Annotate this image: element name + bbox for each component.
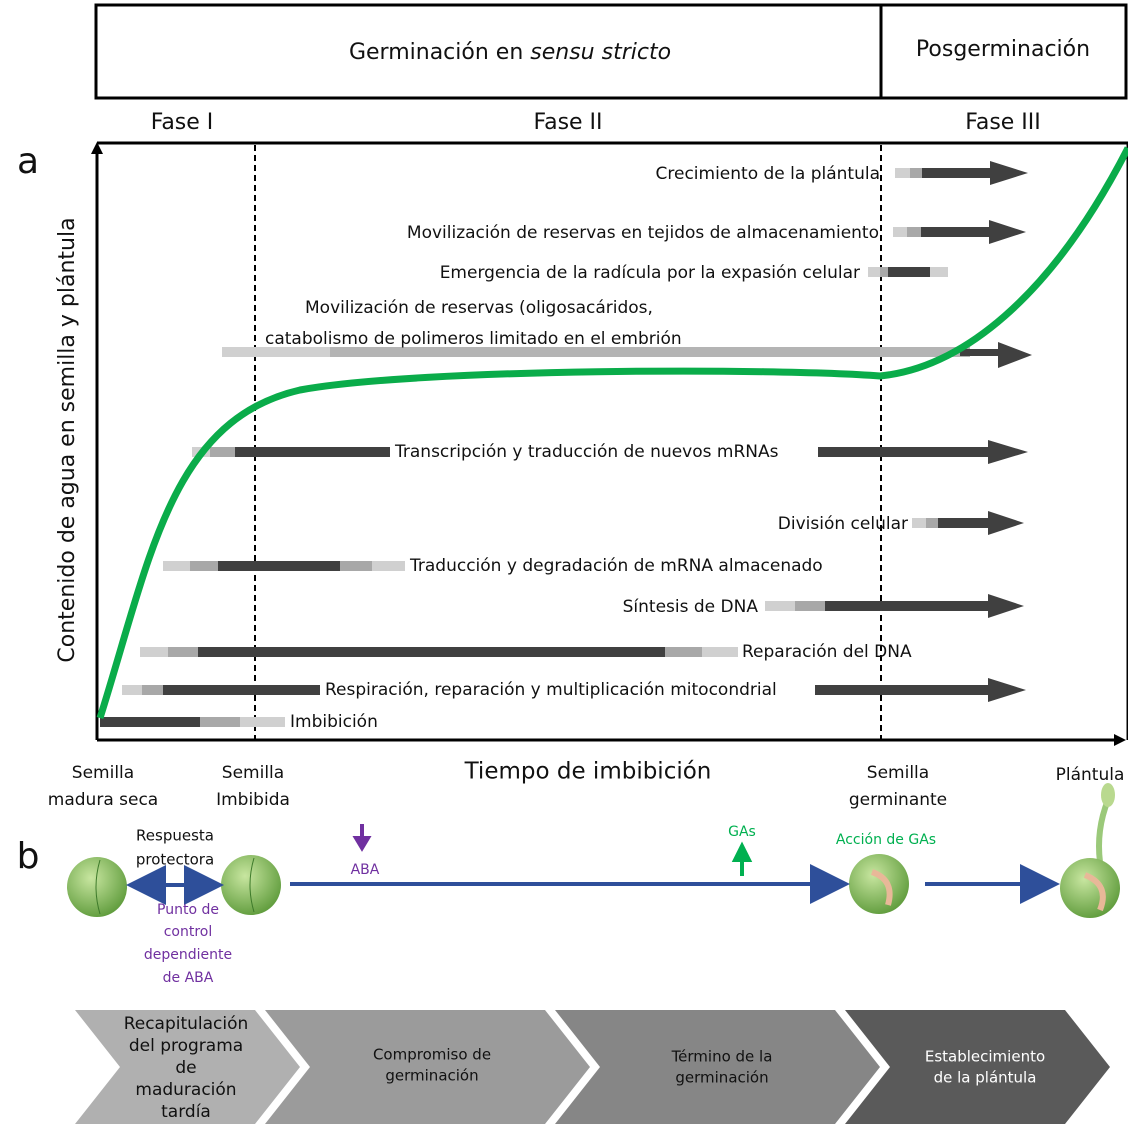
process-label: División celular xyxy=(778,514,908,534)
chevron-label: de xyxy=(175,1058,196,1078)
milestone: madura seca xyxy=(48,790,158,810)
chevron-label: del programa xyxy=(129,1036,243,1056)
chevron-label: Establecimiento xyxy=(925,1048,1045,1066)
x-axis-title: Tiempo de imbibición xyxy=(464,759,712,785)
process-label: Imbibición xyxy=(290,712,378,732)
checkpoint: Punto de control dependiente de ABA xyxy=(144,902,232,986)
stage-title: Germinación en sensu stricto xyxy=(349,40,671,65)
process-label: Movilización de reservas (oligosacáridos… xyxy=(305,298,653,318)
milestone: Semilla xyxy=(222,763,284,783)
annotation: protectora xyxy=(136,851,214,869)
chevron-label: tardía xyxy=(161,1102,211,1122)
chevron-label: Recapitulación xyxy=(124,1014,249,1034)
annotation: Acción de GAs xyxy=(836,832,936,848)
flow-arrows xyxy=(126,864,1060,905)
milestone: Semilla xyxy=(867,763,929,783)
annotation: Respuesta xyxy=(136,827,214,845)
milestones: Semilla madura seca Semilla Imbibida Sem… xyxy=(48,763,1125,810)
annotation: ABA xyxy=(351,862,380,878)
chevron-label: germinación xyxy=(675,1069,768,1087)
annotation: control xyxy=(164,924,213,940)
phase-label: Fase III xyxy=(965,110,1041,135)
aba-arrow xyxy=(352,824,372,852)
plot-frame xyxy=(97,141,1128,740)
seeds xyxy=(67,783,1120,918)
panel-label: a xyxy=(17,141,39,182)
process-label: Traducción y degradación de mRNA almacen… xyxy=(409,556,823,576)
process-label: Movilización de reservas en tejidos de a… xyxy=(407,223,879,243)
header: Germinación en sensu stricto Posgerminac… xyxy=(94,3,1128,100)
phase-label: Fase II xyxy=(533,110,602,135)
water-curve xyxy=(96,146,1128,720)
milestone: Imbibida xyxy=(216,790,290,810)
stage-title: Posgerminación xyxy=(916,37,1090,62)
process-label: Síntesis de DNA xyxy=(623,597,759,617)
milestone: germinante xyxy=(849,790,947,810)
milestone: Plántula xyxy=(1056,765,1125,785)
process-label: Reparación del DNA xyxy=(742,642,912,662)
milestone: Semilla xyxy=(72,763,134,783)
process-label: Respiración, reparación y multiplicación… xyxy=(325,680,777,700)
annotation: dependiente xyxy=(144,947,232,963)
y-axis-title: Contenido de agua en semilla y plántula xyxy=(55,217,80,662)
chevron-label: Compromiso de xyxy=(373,1046,491,1064)
chevrons xyxy=(75,1010,1110,1124)
process-label: Transcripción y traducción de nuevos mRN… xyxy=(394,442,779,462)
chevron-label: germinación xyxy=(385,1067,478,1085)
process-labels: Crecimiento de la plántula Movilización … xyxy=(265,164,912,732)
chevron-label: de la plántula xyxy=(934,1069,1037,1087)
process-label: Crecimiento de la plántula xyxy=(656,164,881,184)
chevron-label: Término de la xyxy=(671,1048,773,1066)
process-label: catabolismo de polimeros limitado en el … xyxy=(265,329,682,349)
chevron-label: maduración xyxy=(135,1080,236,1100)
annotation: Punto de xyxy=(157,902,219,918)
annotation: de ABA xyxy=(163,970,214,986)
panel-label: b xyxy=(17,836,40,877)
process-label: Emergencia de la radícula por la expasió… xyxy=(440,263,860,283)
annotation: GAs xyxy=(728,824,756,840)
chevron-labels: Recapitulación del programa de maduració… xyxy=(124,1014,1045,1122)
process-bars xyxy=(100,161,1032,727)
phase-label: Fase I xyxy=(151,110,214,135)
gas-arrow xyxy=(731,841,753,876)
